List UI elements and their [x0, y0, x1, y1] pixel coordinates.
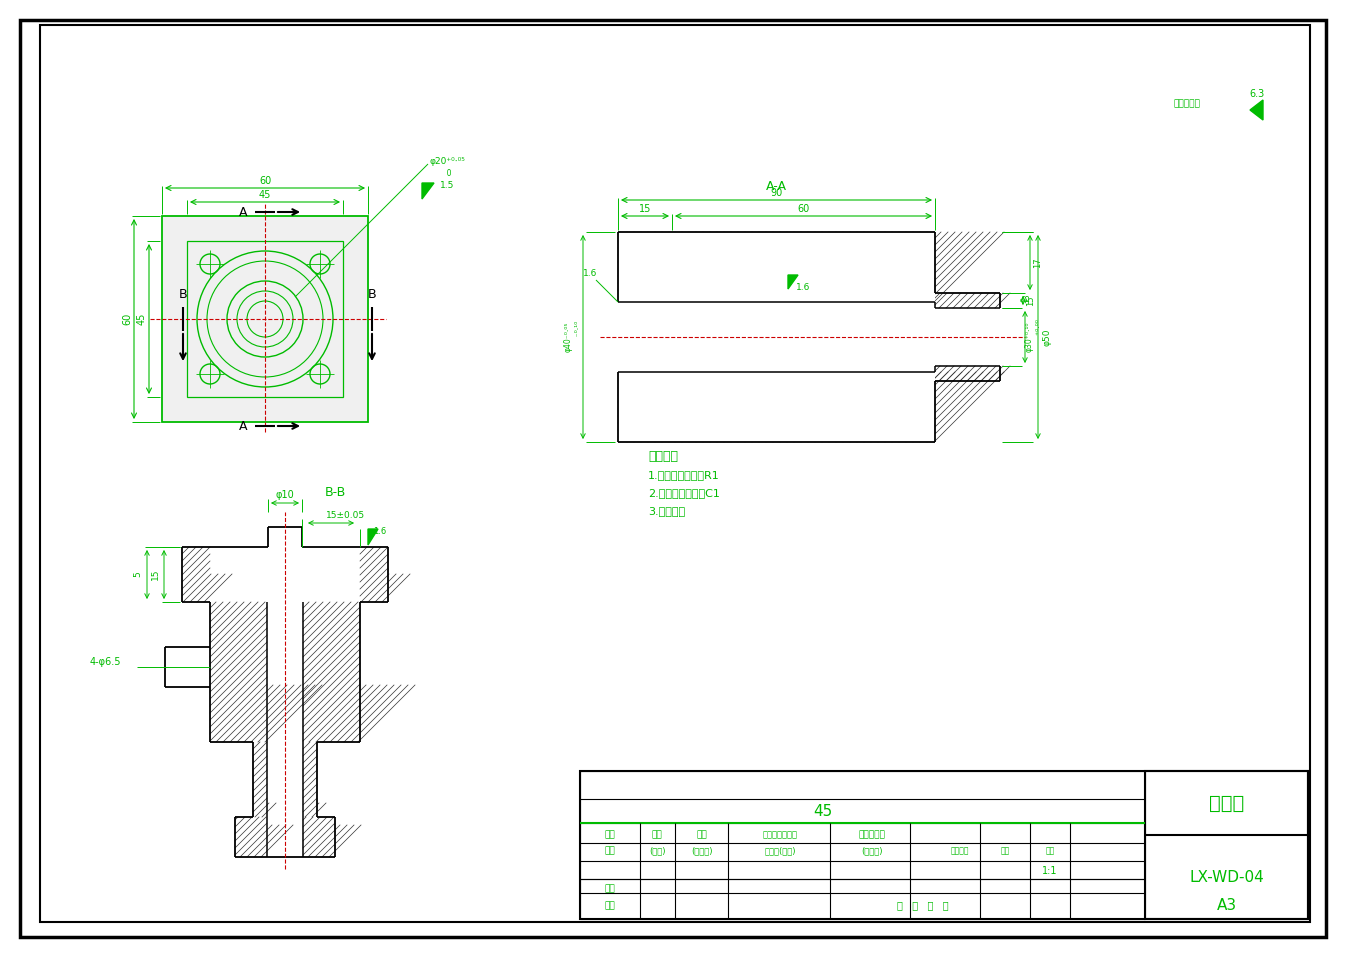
Text: 0: 0 [429, 169, 451, 179]
Text: A3: A3 [1217, 898, 1237, 913]
Text: 15±0.05: 15±0.05 [327, 510, 366, 520]
Text: A: A [238, 206, 248, 218]
Text: A: A [238, 419, 248, 433]
Text: 5: 5 [133, 571, 143, 577]
Text: 6.3: 6.3 [1249, 89, 1265, 99]
Text: 未注粗糙度: 未注粗糙度 [1172, 100, 1199, 108]
Text: 重量: 重量 [1000, 847, 1010, 856]
Text: 标记: 标记 [604, 831, 615, 839]
Polygon shape [423, 183, 433, 199]
Text: 2.加工面未注倒角C1: 2.加工面未注倒角C1 [647, 488, 720, 498]
Text: 15: 15 [1027, 296, 1035, 305]
Text: B: B [367, 288, 377, 301]
Text: 17: 17 [1034, 257, 1043, 268]
Text: 33: 33 [1023, 294, 1031, 304]
Text: 4-φ6.5: 4-φ6.5 [89, 657, 121, 667]
Text: B-B: B-B [324, 485, 346, 499]
Text: φ30⁺⁰⋅¹⁰
        ⁺⁰⋅⁰⁰: φ30⁺⁰⋅¹⁰ ⁺⁰⋅⁰⁰ [1024, 320, 1043, 354]
Text: 1:1: 1:1 [1042, 866, 1058, 876]
Text: 90: 90 [770, 188, 782, 198]
Text: (签名): (签名) [649, 847, 665, 856]
Text: 标准化(签名): 标准化(签名) [765, 847, 795, 856]
Text: 1.6: 1.6 [583, 270, 598, 278]
Text: LX-WD-04: LX-WD-04 [1189, 870, 1264, 884]
Text: 阶段标记: 阶段标记 [950, 847, 969, 856]
Text: 年、月、日: 年、月、日 [859, 831, 886, 839]
Polygon shape [1250, 100, 1263, 120]
Bar [618, 232, 935, 442]
Text: 1.6: 1.6 [795, 282, 810, 292]
Polygon shape [367, 529, 378, 545]
Bar [187, 241, 343, 397]
Text: 3.去毛刺。: 3.去毛刺。 [647, 506, 685, 516]
Text: 60: 60 [797, 204, 810, 214]
Bar [580, 771, 1145, 919]
Text: φ20⁺⁰⋅⁰⁵: φ20⁺⁰⋅⁰⁵ [429, 157, 466, 166]
Text: 45: 45 [813, 804, 832, 818]
Text: 1.6: 1.6 [373, 527, 386, 537]
Text: 60: 60 [258, 176, 271, 186]
Text: 共   张   第   张: 共 张 第 张 [896, 900, 949, 910]
Text: 15: 15 [639, 204, 651, 214]
Text: φ10: φ10 [276, 490, 295, 500]
Text: 15: 15 [151, 568, 159, 580]
Text: (年月日): (年月日) [861, 847, 883, 856]
Text: φ50: φ50 [1043, 328, 1051, 345]
Polygon shape [787, 275, 798, 289]
Text: φ40⁻⁰⋅⁰⁵
       ⁻⁰⋅¹⁰: φ40⁻⁰⋅⁰⁵ ⁻⁰⋅¹⁰ [563, 321, 583, 353]
Text: 工艺: 工艺 [604, 901, 615, 910]
Text: A-A: A-A [766, 181, 786, 193]
Text: 分区: 分区 [697, 831, 708, 839]
Text: 技术要求: 技术要求 [647, 451, 678, 463]
Text: 45: 45 [258, 190, 271, 200]
Text: B: B [179, 288, 187, 301]
Text: 更改文件号签名: 更改文件号签名 [762, 831, 797, 839]
Text: 审核: 审核 [604, 884, 615, 894]
Text: 设计: 设计 [604, 847, 615, 856]
Text: (年月日): (年月日) [692, 847, 713, 856]
Text: 1.加工面未注圆角R1: 1.加工面未注圆角R1 [647, 470, 720, 480]
Text: 处数: 处数 [651, 831, 662, 839]
Text: 45: 45 [137, 313, 147, 325]
Bar [580, 771, 1308, 919]
Text: 1.5: 1.5 [440, 182, 455, 190]
Bar [1145, 771, 1308, 919]
Text: 60: 60 [122, 313, 132, 325]
Text: 右封盖: 右封盖 [1209, 793, 1244, 812]
Text: 比例: 比例 [1046, 847, 1055, 856]
Bar [162, 216, 367, 422]
